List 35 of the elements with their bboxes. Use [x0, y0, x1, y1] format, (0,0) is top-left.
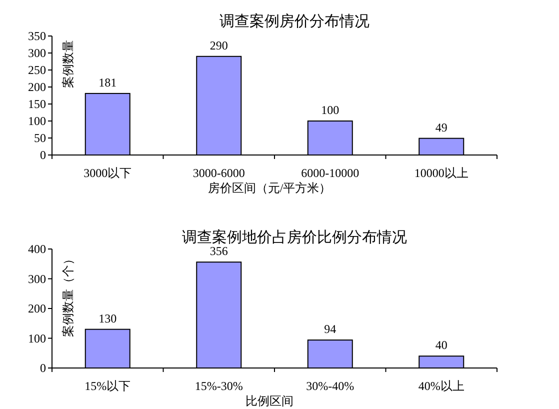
x-tick-label: 15%-30% [194, 379, 243, 393]
y-axis-title: 案例数量（个） [61, 253, 75, 337]
x-tick-label: 3000-6000 [192, 166, 245, 180]
y-tick-label: 200 [28, 80, 46, 94]
x-tick-label: 10000以上 [414, 166, 468, 180]
x-tick-label: 3000以下 [84, 166, 132, 180]
y-tick-label: 50 [34, 131, 46, 145]
chart-title: 调查案例地价占房价比例分布情况 [182, 229, 407, 246]
data-label: 100 [321, 103, 340, 117]
data-label: 290 [210, 38, 228, 52]
x-tick-label: 40%以上 [418, 379, 464, 393]
y-tick-label: 250 [28, 63, 46, 77]
data-label: 130 [98, 311, 117, 326]
y-axis-title: 案例数量 [61, 40, 75, 88]
data-label: 181 [98, 75, 117, 90]
y-tick-label: 300 [28, 272, 46, 286]
y-tick-label: 100 [28, 331, 46, 346]
y-tick-label: 200 [28, 302, 46, 316]
x-axis-title: 房价区间（元/平方米） [208, 181, 332, 195]
x-tick-label: 15%以下 [84, 379, 131, 393]
y-tick-label: 300 [28, 46, 46, 60]
data-label: 40 [435, 338, 448, 352]
data-label: 94 [324, 322, 336, 336]
x-tick-label: 30%-40% [306, 379, 354, 393]
y-tick-label: 100 [28, 114, 46, 128]
y-tick-label: 150 [28, 97, 46, 111]
data-label: 356 [210, 244, 228, 258]
chart-title: 调查案例房价分布情况 [220, 13, 370, 30]
data-label: 49 [435, 120, 448, 134]
y-tick-label: 0 [40, 148, 46, 162]
y-tick-label: 0 [40, 361, 46, 375]
y-tick-label: 350 [28, 29, 46, 43]
x-axis-title: 比例区间 [246, 394, 294, 408]
x-tick-label: 6000-10000 [301, 166, 360, 180]
y-tick-label: 400 [28, 242, 46, 256]
